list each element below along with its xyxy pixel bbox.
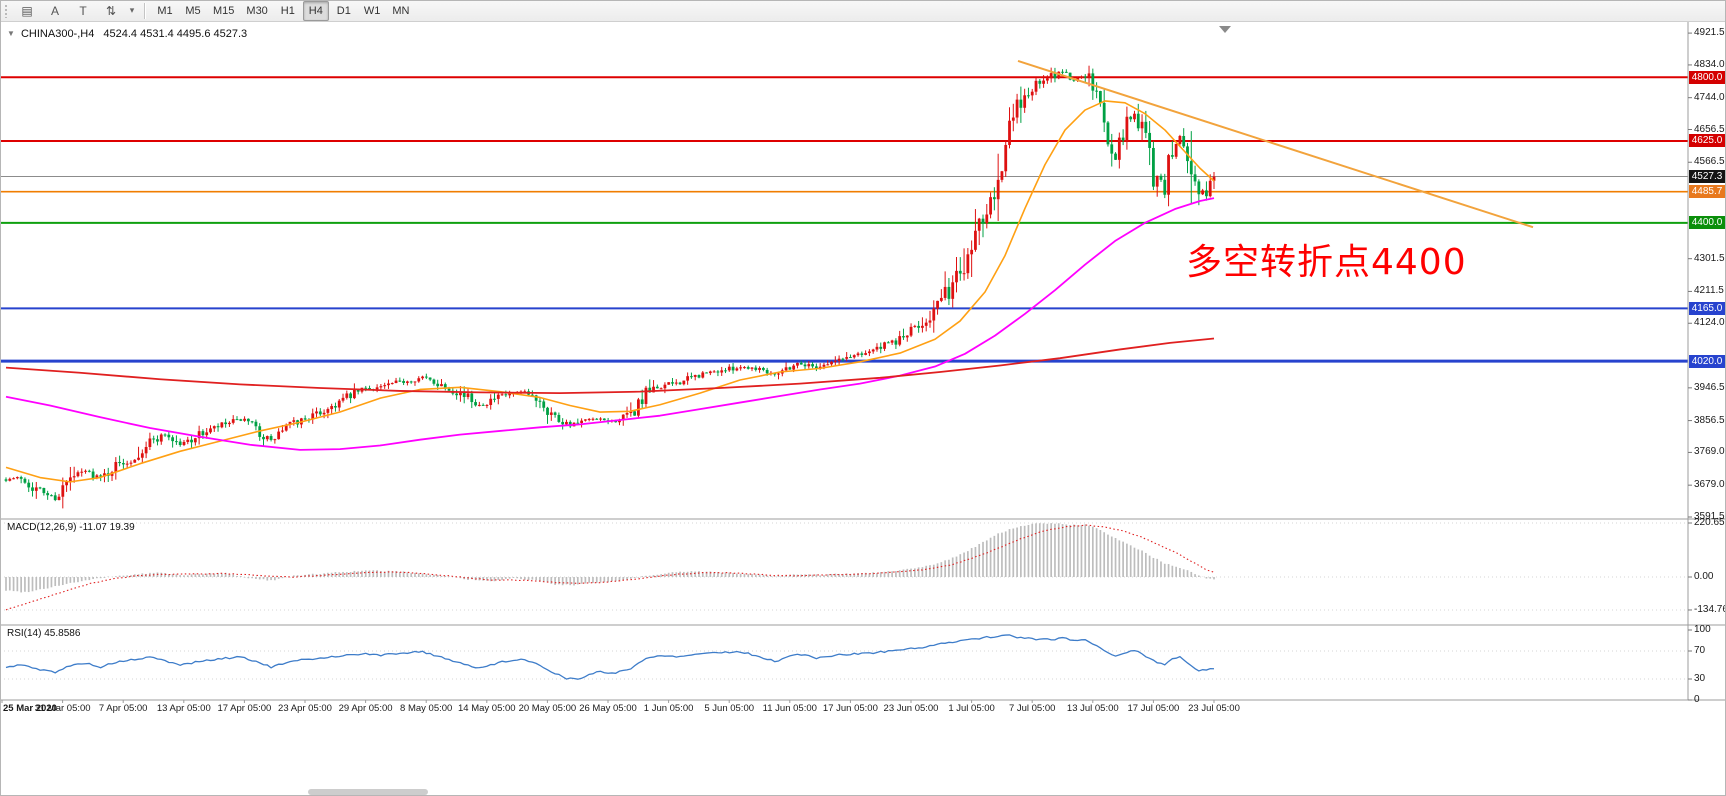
chart-title: ▼ CHINA300-,H4 4524.4 4531.4 4495.6 4527…: [7, 28, 247, 40]
price-axis-tick: 3856.5: [1694, 414, 1725, 426]
timeframe-button-D1[interactable]: D1: [336, 4, 351, 17]
timeframe-button-H4[interactable]: H4: [302, 0, 329, 21]
timeframe-button-M15[interactable]: M15: [213, 4, 235, 17]
timeframe-button-W1[interactable]: W1: [363, 4, 381, 17]
price-badge-4400.0: 4400.0: [1689, 216, 1725, 230]
price-badge-4020.0: 4020.0: [1689, 354, 1725, 368]
time-axis-label: 23 Jul 05:00: [1188, 703, 1240, 714]
price-axis-tick: 3679.0: [1694, 479, 1725, 491]
rsi-indicator-label: RSI(14) 45.8586: [7, 628, 81, 639]
chart-shift-marker: [1219, 26, 1231, 33]
price-axis-tick: 4211.5: [1694, 285, 1724, 297]
time-axis-label: 8 May 05:00: [400, 703, 453, 714]
time-axis-label: 17 Jun 05:00: [822, 703, 878, 714]
timeframe-buttons-group: M1 M5 M15 M30 H1 H4 D1 W1 MN: [151, 0, 415, 21]
price-axis-tick: 3769.0: [1694, 446, 1725, 458]
timeframe-button-M5[interactable]: M5: [185, 4, 201, 17]
price-axis-tick: 4656.5: [1694, 123, 1725, 135]
price-badge-4527.3: 4527.3: [1689, 170, 1725, 184]
price-axis-tick: 3591.5: [1694, 510, 1725, 522]
rsi-axis-tick: 70: [1694, 645, 1706, 656]
toolbar: ▤ A T ⇅ ▾ M1 M5 M15 M30 H1 H4 D1 W1 MN: [0, 0, 1726, 22]
price-axis-tick: 4124.0: [1694, 317, 1725, 329]
time-axis-label: 7 Apr 05:00: [98, 703, 148, 714]
macd-axis-tick: -134.76: [1694, 603, 1726, 615]
price-badge-4165.0: 4165.0: [1689, 301, 1725, 315]
price-badge-4625.0: 4625.0: [1689, 134, 1725, 148]
time-axis-label: 14 May 05:00: [458, 703, 516, 714]
price-axis-tick: 4744.0: [1694, 91, 1725, 103]
candles: [4, 65, 1216, 509]
time-axis-label: 13 Jul 05:00: [1066, 703, 1119, 714]
macd-indicator-label: MACD(12,26,9) -11.07 19.39: [7, 522, 135, 533]
ma-fast-orange: [5, 100, 1215, 483]
timeframe-button-M1[interactable]: M1: [157, 4, 173, 17]
time-axis-label: 1 Jun 05:00: [643, 703, 694, 714]
price-badge-4485.7: 4485.7: [1689, 185, 1725, 199]
tool-icons-group: ▤ A T ⇅ ▾: [13, 1, 139, 21]
main-price-pane: [0, 59, 1688, 509]
time-axis-label: 26 May 05:00: [579, 703, 637, 714]
rsi-axis-tick: 100: [1694, 624, 1711, 635]
time-axis-label: 25 Mar 2020: [3, 703, 57, 714]
time-axis-label: 23 Jun 05:00: [883, 703, 939, 714]
time-axis-label: 17 Apr 05:00: [217, 703, 272, 714]
price-axis-tick: 4921.5: [1694, 27, 1725, 39]
timeframe-button-M30[interactable]: M30: [246, 4, 268, 17]
time-axis-label: 1 Jul 05:00: [948, 703, 995, 714]
chart-ohlc-values: 4524.4 4531.4 4495.6 4527.3: [103, 28, 248, 40]
time-axis-label: 23 Apr 05:00: [278, 703, 332, 714]
time-axis-label: 29 Apr 05:00: [338, 703, 393, 714]
macd-pane: [0, 522, 1688, 611]
chart-annotation-text: 多空转折点4400: [1186, 242, 1467, 283]
time-axis-label: 5 Jun 05:00: [704, 703, 755, 714]
tool-dropdown-caret-icon[interactable]: ▾: [129, 5, 135, 15]
ma-mid-magenta: [5, 197, 1215, 451]
time-axis-label: 17 Jul 05:00: [1127, 703, 1180, 714]
symbol-collapse-icon[interactable]: ▼: [7, 29, 15, 38]
price-axis-tick: 4834.0: [1694, 58, 1725, 70]
ma-slow-red: [5, 337, 1215, 395]
rsi-pane: [0, 634, 1688, 680]
rsi-axis-tick: 0: [1694, 694, 1700, 705]
toolbar-grip[interactable]: [4, 3, 9, 18]
time-axis-label: 20 May 05:00: [518, 703, 577, 714]
toolbar-separator: [144, 2, 146, 19]
chart-symbol-label: CHINA300-,H4: [20, 28, 95, 40]
price-axis-tick: 3946.5: [1694, 381, 1725, 393]
trendline-tool[interactable]: T: [79, 3, 87, 18]
horizontal-scrollbar-thumb[interactable]: [308, 789, 428, 795]
time-axis-label: 11 Jun 05:00: [762, 703, 817, 714]
price-axis-tick: 4566.5: [1694, 156, 1725, 168]
rsi-line: [5, 634, 1215, 680]
charts-grid-icon[interactable]: ▤: [21, 3, 33, 18]
descending-trendline[interactable]: [1017, 59, 1534, 229]
macd-axis-tick: 0.00: [1694, 571, 1714, 582]
macd-histogram: [5, 523, 1215, 593]
macd-signal-line: [5, 524, 1215, 611]
time-axis-label: 31 Mar 05:00: [34, 703, 91, 714]
rsi-axis-tick: 30: [1694, 673, 1706, 684]
time-axis-label: 7 Jul 05:00: [1008, 703, 1056, 714]
price-axis-tick: 4301.5: [1694, 252, 1725, 264]
time-axis-label: 13 Apr 05:00: [156, 703, 211, 714]
macd-axis-tick: 220.65: [1694, 517, 1725, 528]
text-annotation-tool[interactable]: A: [50, 3, 59, 18]
timeframe-button-H1[interactable]: H1: [280, 4, 295, 17]
price-badge-4800.0: 4800.0: [1689, 70, 1725, 84]
order-arrows-icon[interactable]: ⇅: [105, 3, 117, 18]
timeframe-button-MN[interactable]: MN: [392, 4, 410, 17]
